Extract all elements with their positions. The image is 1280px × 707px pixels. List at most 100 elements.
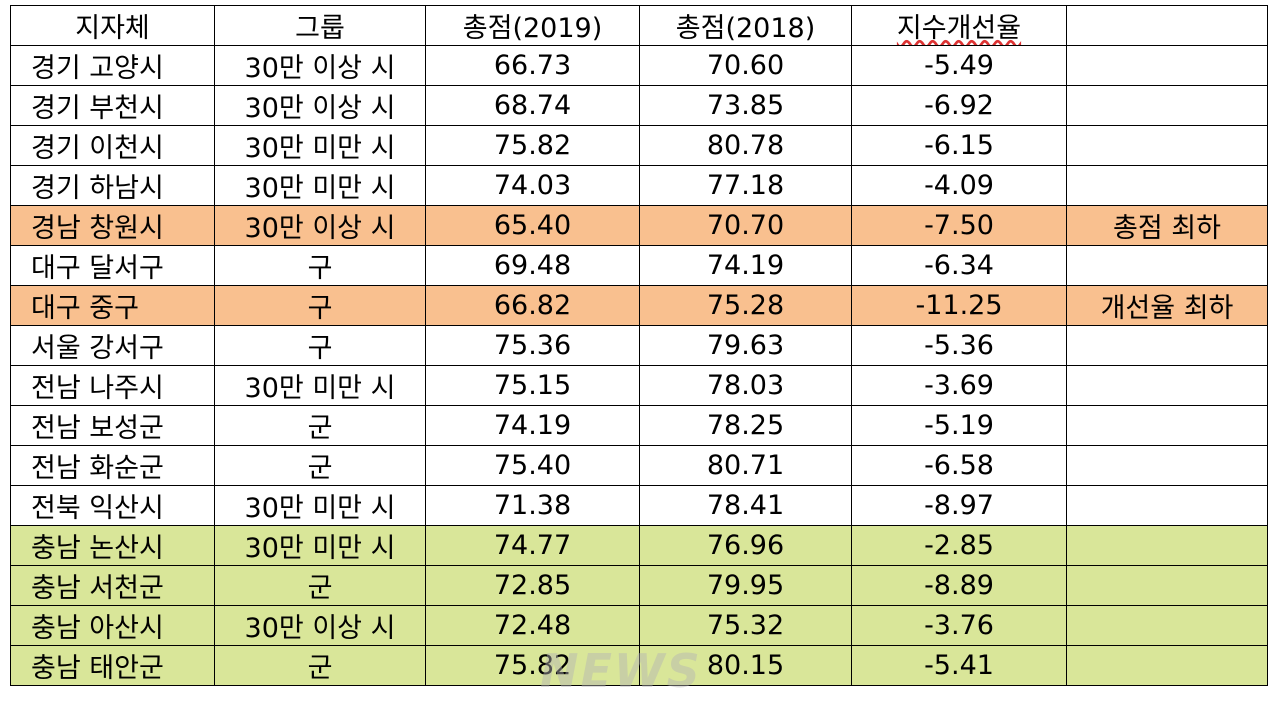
- cell-score-2018: 80.71: [639, 445, 852, 486]
- cell-region: 경남 창원시: [10, 205, 215, 246]
- header-row: 지자체 그룹 총점(2019) 총점(2018) 지수개선율: [10, 5, 1268, 46]
- cell-score-2019: 75.82: [425, 125, 640, 166]
- cell-note: [1066, 165, 1268, 206]
- cell-region: 경기 부천시: [10, 85, 215, 126]
- cell-score-2019: 74.77: [425, 525, 640, 566]
- cell-score-2018: 76.96: [639, 525, 852, 566]
- cell-note: [1066, 445, 1268, 486]
- cell-score-2019: 72.85: [425, 565, 640, 606]
- cell-score-2019: 75.82: [425, 645, 640, 686]
- data-table: 지자체 그룹 총점(2019) 총점(2018) 지수개선율 경기 고양시 30만…: [10, 5, 1268, 686]
- cell-note: [1066, 605, 1268, 646]
- cell-region: 대구 중구: [10, 285, 215, 326]
- header-note: [1066, 5, 1268, 46]
- header-improvement-rate: 지수개선율: [851, 5, 1067, 46]
- cell-improvement-rate: -6.92: [851, 85, 1067, 126]
- cell-region: 전북 익산시: [10, 485, 215, 526]
- cell-score-2019: 72.48: [425, 605, 640, 646]
- cell-improvement-rate: -5.41: [851, 645, 1067, 686]
- header-score-2019: 총점(2019): [425, 5, 640, 46]
- cell-group: 구: [214, 325, 426, 366]
- cell-group: 30만 미만 시: [214, 125, 426, 166]
- cell-note: [1066, 485, 1268, 526]
- cell-note: [1066, 85, 1268, 126]
- table-container: 지자체 그룹 총점(2019) 총점(2018) 지수개선율 경기 고양시 30만…: [10, 5, 1268, 686]
- cell-score-2019: 66.82: [425, 285, 640, 326]
- cell-group: 30만 미만 시: [214, 525, 426, 566]
- cell-region: 충남 논산시: [10, 525, 215, 566]
- table-row: 대구 중구 구 66.82 75.28 -11.25 개선율 최하: [10, 285, 1268, 326]
- cell-region: 전남 나주시: [10, 365, 215, 406]
- cell-improvement-rate: -6.34: [851, 245, 1067, 286]
- table-row: 경기 고양시 30만 이상 시 66.73 70.60 -5.49: [10, 45, 1268, 86]
- cell-note: [1066, 405, 1268, 446]
- cell-score-2018: 73.85: [639, 85, 852, 126]
- cell-region: 경기 고양시: [10, 45, 215, 86]
- cell-group: 군: [214, 405, 426, 446]
- cell-score-2018: 75.32: [639, 605, 852, 646]
- cell-region: 충남 서천군: [10, 565, 215, 606]
- cell-group: 30만 미만 시: [214, 485, 426, 526]
- cell-region: 서울 강서구: [10, 325, 215, 366]
- cell-note: [1066, 645, 1268, 686]
- cell-improvement-rate: -11.25: [851, 285, 1067, 326]
- table-body: 경기 고양시 30만 이상 시 66.73 70.60 -5.49 경기 부천시 30만 이…: [10, 45, 1268, 686]
- cell-note: [1066, 525, 1268, 566]
- cell-group: 30만 미만 시: [214, 165, 426, 206]
- cell-improvement-rate: -6.15: [851, 125, 1067, 166]
- cell-region: 경기 이천시: [10, 125, 215, 166]
- cell-group: 군: [214, 445, 426, 486]
- cell-improvement-rate: -7.50: [851, 205, 1067, 246]
- cell-score-2018: 78.41: [639, 485, 852, 526]
- cell-improvement-rate: -4.09: [851, 165, 1067, 206]
- table-row: 충남 서천군 군 72.85 79.95 -8.89: [10, 565, 1268, 606]
- cell-improvement-rate: -6.58: [851, 445, 1067, 486]
- cell-score-2018: 80.15: [639, 645, 852, 686]
- table-row: 충남 논산시 30만 미만 시 74.77 76.96 -2.85: [10, 525, 1268, 566]
- cell-group: 구: [214, 245, 426, 286]
- cell-note: [1066, 325, 1268, 366]
- cell-score-2018: 77.18: [639, 165, 852, 206]
- cell-score-2019: 74.19: [425, 405, 640, 446]
- cell-score-2018: 78.25: [639, 405, 852, 446]
- cell-note: [1066, 565, 1268, 606]
- cell-group: 30만 이상 시: [214, 605, 426, 646]
- cell-score-2018: 79.95: [639, 565, 852, 606]
- table-row: 충남 태안군 군 75.82 80.15 -5.41: [10, 645, 1268, 686]
- cell-score-2019: 75.15: [425, 365, 640, 406]
- cell-note: 개선율 최하: [1066, 285, 1268, 326]
- table-row: 서울 강서구 구 75.36 79.63 -5.36: [10, 325, 1268, 366]
- cell-score-2019: 69.48: [425, 245, 640, 286]
- cell-group: 구: [214, 285, 426, 326]
- cell-improvement-rate: -8.89: [851, 565, 1067, 606]
- cell-group: 군: [214, 565, 426, 606]
- cell-group: 30만 미만 시: [214, 365, 426, 406]
- header-score-2018: 총점(2018): [639, 5, 852, 46]
- cell-group: 30만 이상 시: [214, 45, 426, 86]
- table-row: 경기 부천시 30만 이상 시 68.74 73.85 -6.92: [10, 85, 1268, 126]
- cell-region: 전남 보성군: [10, 405, 215, 446]
- cell-note: [1066, 365, 1268, 406]
- table-row: 충남 아산시 30만 이상 시 72.48 75.32 -3.76: [10, 605, 1268, 646]
- table-row: 전남 화순군 군 75.40 80.71 -6.58: [10, 445, 1268, 486]
- table-row: 경기 이천시 30만 미만 시 75.82 80.78 -6.15: [10, 125, 1268, 166]
- cell-group: 30만 이상 시: [214, 85, 426, 126]
- cell-score-2019: 74.03: [425, 165, 640, 206]
- cell-improvement-rate: -5.19: [851, 405, 1067, 446]
- table-row: 전북 익산시 30만 미만 시 71.38 78.41 -8.97: [10, 485, 1268, 526]
- cell-score-2018: 78.03: [639, 365, 852, 406]
- cell-region: 경기 하남시: [10, 165, 215, 206]
- cell-note: 총점 최하: [1066, 205, 1268, 246]
- header-improvement-rate-text: 지수개선율: [896, 13, 1022, 44]
- cell-score-2019: 75.40: [425, 445, 640, 486]
- cell-score-2018: 70.70: [639, 205, 852, 246]
- cell-improvement-rate: -3.69: [851, 365, 1067, 406]
- cell-score-2019: 66.73: [425, 45, 640, 86]
- cell-improvement-rate: -5.49: [851, 45, 1067, 86]
- table-row: 대구 달서구 구 69.48 74.19 -6.34: [10, 245, 1268, 286]
- cell-improvement-rate: -8.97: [851, 485, 1067, 526]
- cell-score-2019: 75.36: [425, 325, 640, 366]
- cell-score-2019: 71.38: [425, 485, 640, 526]
- cell-note: [1066, 125, 1268, 166]
- cell-improvement-rate: -3.76: [851, 605, 1067, 646]
